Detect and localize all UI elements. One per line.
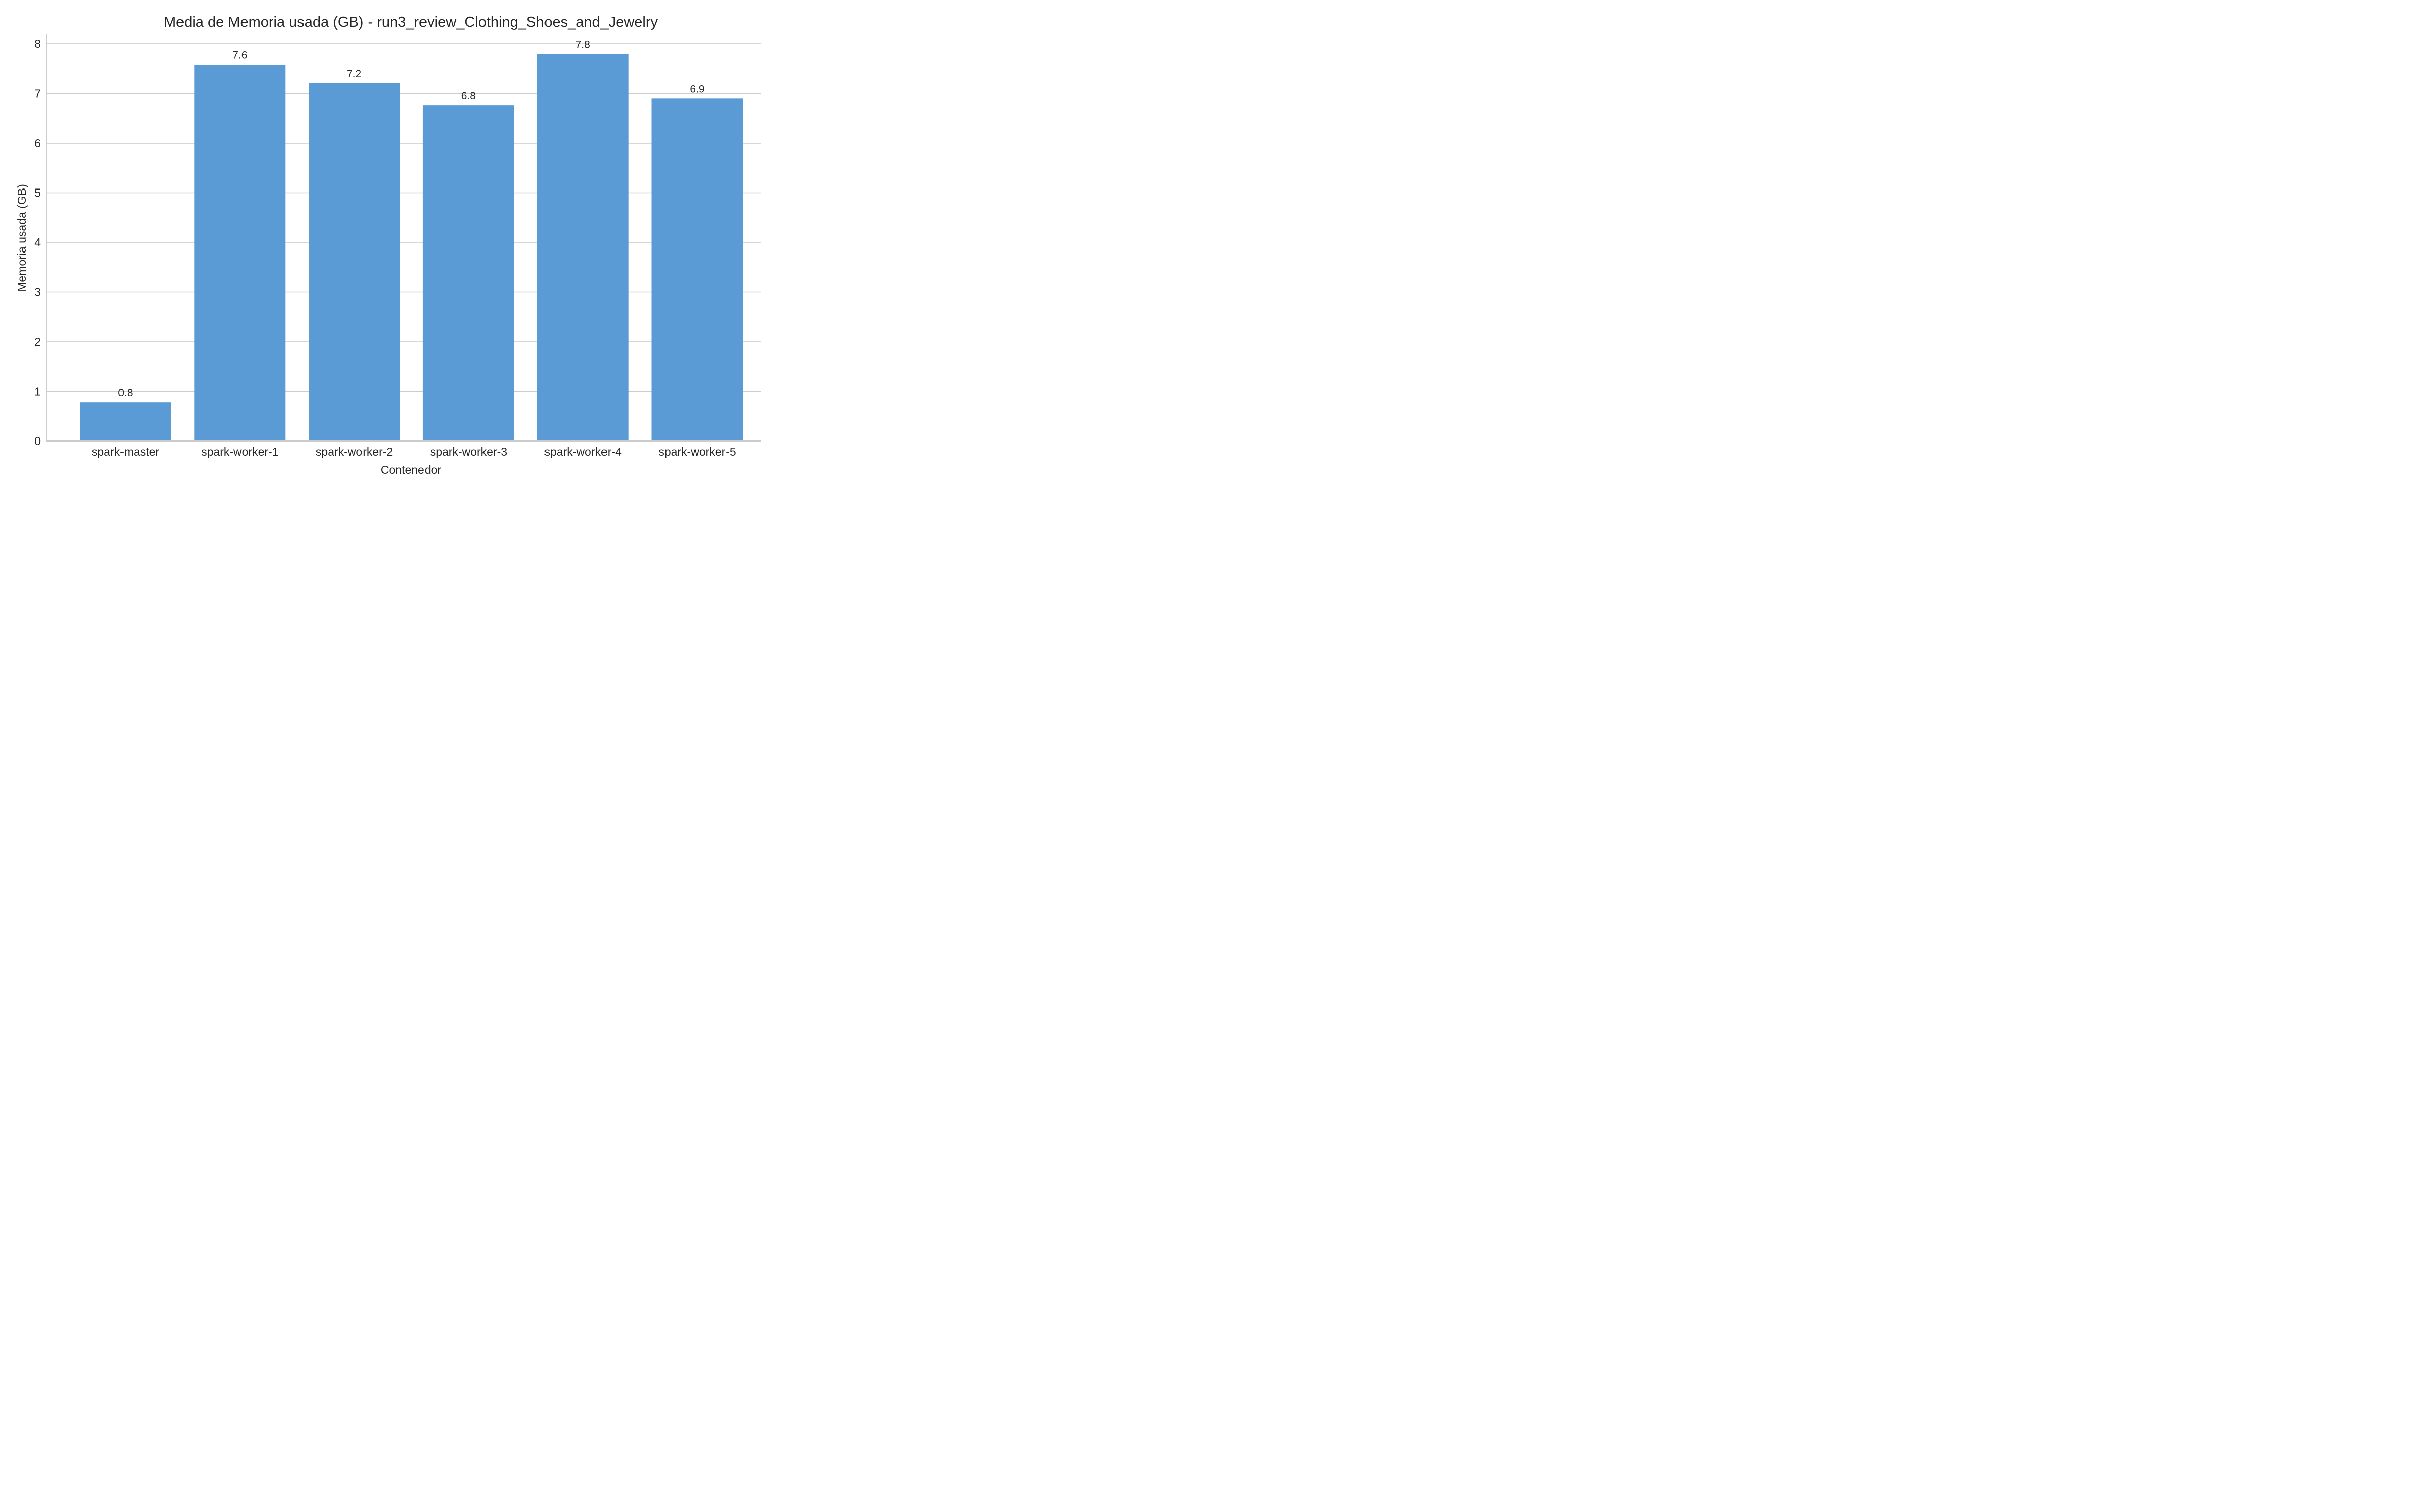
x-tick-label: spark-worker-3: [430, 445, 507, 458]
data-label: 0.8: [118, 387, 133, 399]
data-label: 7.6: [232, 49, 247, 61]
y-tick-labels: 0 1 2 3 4 5 6 7 8: [34, 37, 41, 448]
x-tick-label: spark-worker-2: [316, 445, 393, 458]
bar: [422, 105, 514, 441]
axes: [46, 34, 761, 442]
data-label: 7.8: [576, 39, 590, 51]
data-label: 6.9: [690, 83, 704, 95]
x-tick-label: spark-master: [92, 445, 160, 458]
y-tick-label: 3: [34, 286, 41, 299]
y-tick-label: 4: [34, 236, 41, 249]
x-tick-label: spark-worker-4: [544, 445, 622, 458]
bar: [651, 98, 743, 442]
y-tick-label: 8: [34, 37, 41, 50]
y-tick-label: 1: [34, 385, 41, 398]
bar: [537, 54, 629, 441]
y-axis-title: Memoria usada (GB): [15, 184, 28, 291]
x-axis-title: Contenedor: [381, 463, 442, 476]
data-label: 7.2: [347, 68, 361, 80]
bar: [194, 65, 286, 441]
y-tick-label: 6: [34, 137, 41, 150]
y-tick-label: 0: [34, 434, 41, 448]
x-tick-label: spark-worker-5: [658, 445, 736, 458]
bar: [80, 402, 171, 441]
chart-title: Media de Memoria usada (GB) - run3_revie…: [164, 14, 658, 30]
y-tick-label: 5: [34, 186, 41, 200]
x-tick-labels: spark-master spark-worker-1 spark-worker-2…: [92, 445, 736, 458]
grid-lines: [46, 43, 761, 392]
x-tick-label: spark-worker-1: [201, 445, 278, 458]
bar: [309, 83, 400, 441]
y-tick-label: 7: [34, 87, 41, 100]
bars: [80, 54, 743, 442]
y-tick-label: 2: [34, 335, 41, 348]
data-labels: 0.8 7.6 7.2 6.8 7.8 6.9: [118, 39, 704, 399]
data-label: 6.8: [461, 90, 476, 102]
